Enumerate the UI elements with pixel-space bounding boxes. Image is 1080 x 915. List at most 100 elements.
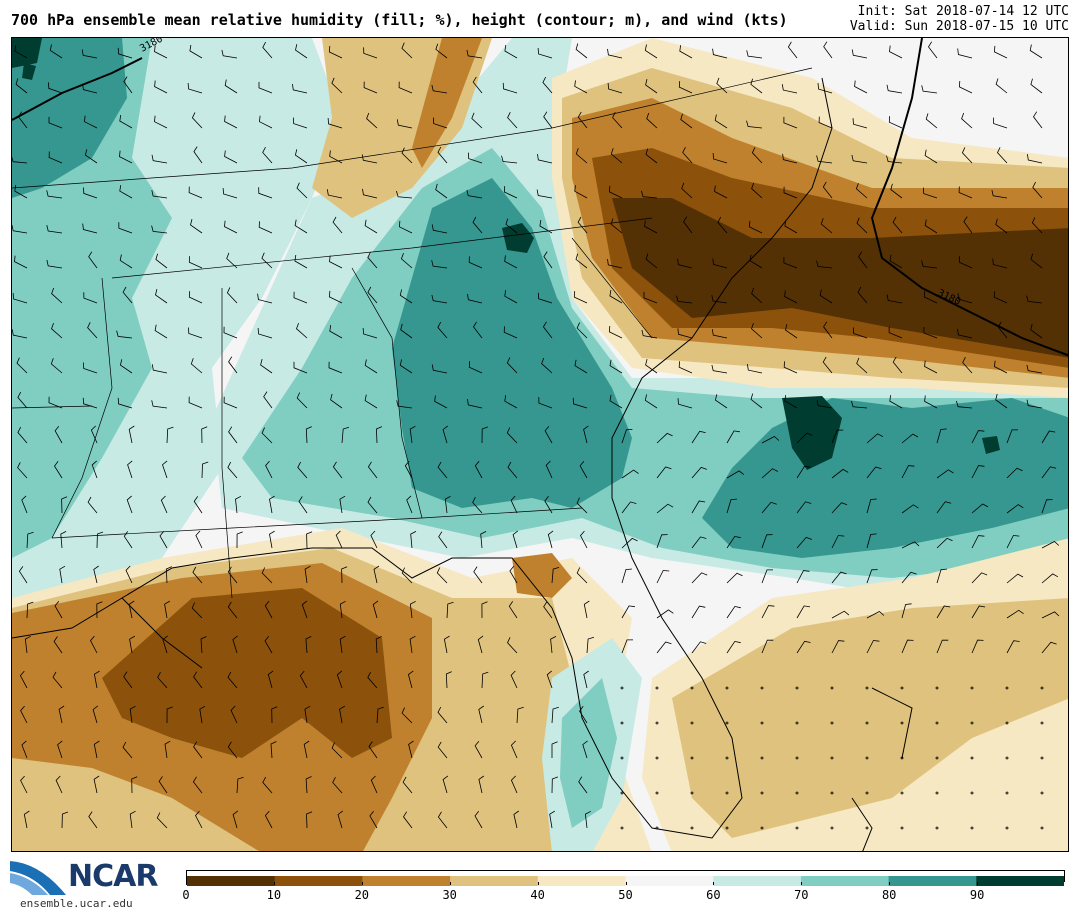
wind-barb [166, 706, 173, 724]
wind-barb [678, 361, 693, 374]
wind-barb [995, 393, 1008, 409]
wind-barb [437, 146, 448, 164]
wind-barb [61, 811, 69, 829]
humidity-map[interactable]: 3180 3180 [11, 37, 1069, 852]
state-borders [12, 67, 813, 599]
wind-barb [816, 399, 833, 409]
wind-barb [305, 776, 312, 794]
wind-barb [889, 45, 903, 59]
wind-barb [335, 530, 343, 549]
wind-barb [126, 495, 133, 514]
wind-barb [187, 82, 203, 94]
wind-barb [712, 258, 728, 269]
wind-barb [865, 826, 869, 830]
wind-barb [1041, 573, 1059, 584]
wind-barb [304, 705, 311, 724]
wind-barb [853, 327, 868, 339]
wind-barb [901, 504, 919, 514]
wind-barb [159, 530, 168, 549]
wind-barb [574, 185, 588, 199]
wind-barb [119, 115, 133, 129]
wind-barb [299, 670, 308, 689]
wind-barb [900, 826, 904, 830]
wind-barb [900, 791, 904, 795]
wind-barb [1005, 721, 1009, 725]
wind-barb [572, 397, 588, 409]
wind-barb [292, 83, 308, 94]
wind-barb [1005, 791, 1009, 795]
wind-barb [401, 707, 413, 724]
wind-barb [48, 151, 63, 164]
wind-barb [1027, 154, 1043, 164]
wind-barb [576, 567, 588, 584]
wind-barb [923, 187, 938, 199]
wind-barb [537, 292, 553, 304]
wind-barb [223, 396, 238, 409]
wind-barb [481, 601, 488, 619]
wind-barb [994, 360, 1008, 374]
wind-barb [956, 400, 973, 409]
wind-barb [125, 565, 133, 584]
wind-barb [550, 636, 557, 654]
wind-barb [726, 535, 741, 549]
wind-barb [190, 219, 203, 234]
wind-barb [188, 396, 203, 409]
wind-barb [516, 706, 524, 724]
wind-barb [1005, 826, 1009, 830]
wind-barb [551, 706, 559, 724]
wind-barb [711, 329, 728, 339]
wind-barb [468, 361, 483, 374]
wind-barb [851, 49, 868, 59]
wind-barb [620, 721, 624, 725]
wind-barb [84, 149, 98, 164]
wind-barb [1041, 466, 1057, 479]
wind-barb [783, 186, 798, 199]
wind-barb [936, 501, 952, 514]
wind-barb [935, 721, 939, 725]
wind-barb [96, 601, 103, 619]
rh-region-central-80 [392, 178, 632, 508]
wind-barb [924, 395, 938, 409]
wind-barb [18, 566, 28, 584]
wind-barb [796, 432, 813, 444]
wind-barb [466, 49, 483, 59]
wind-barb [23, 810, 30, 829]
wind-barb [957, 328, 973, 339]
wind-barb [17, 426, 28, 444]
wind-barb [401, 42, 413, 59]
wind-barb [128, 425, 135, 444]
wind-barb [17, 391, 28, 409]
wind-barb [655, 756, 659, 760]
wind-barb [543, 111, 553, 129]
wind-barb [364, 219, 378, 234]
wind-barb [293, 291, 308, 304]
wind-barb [87, 496, 98, 514]
wind-barb [259, 115, 273, 129]
colorbar-tick [889, 882, 891, 885]
wind-barb [83, 292, 98, 304]
wind-barb [796, 605, 811, 619]
wind-barb [396, 190, 413, 199]
wind-barb [118, 222, 133, 234]
wind-barb [472, 497, 483, 514]
wind-barb [264, 635, 273, 654]
wind-barb [858, 251, 868, 269]
wind-barb [472, 216, 483, 234]
wind-barb [576, 497, 588, 514]
wind-barb [962, 357, 973, 374]
wind-barb [127, 460, 133, 479]
wind-barb [164, 740, 171, 759]
wind-barb [958, 186, 973, 199]
wind-barb [191, 112, 203, 129]
wind-barb [761, 436, 780, 444]
wind-barb [971, 572, 988, 584]
wind-barb [830, 791, 834, 795]
wind-barb [326, 189, 343, 199]
logo-url[interactable]: ensemble.ucar.edu [20, 897, 133, 910]
wind-barb [993, 45, 1008, 59]
wind-barb [294, 219, 308, 234]
wind-barb [607, 48, 623, 59]
wind-barb [886, 294, 903, 304]
wind-barb [1032, 181, 1043, 199]
wind-barb [886, 155, 903, 164]
